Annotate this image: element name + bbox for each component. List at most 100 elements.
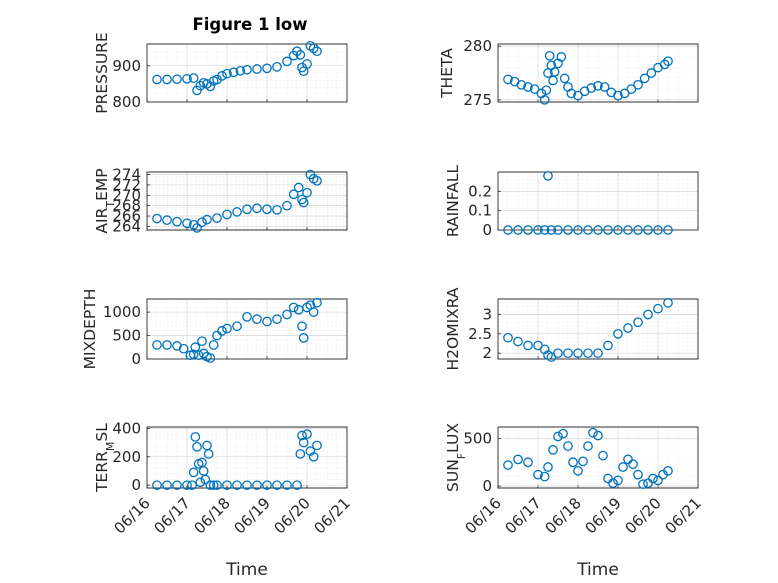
data-point: [298, 197, 309, 208]
data-point: [205, 353, 216, 363]
y-axis-label: H2OMIXRA: [444, 287, 462, 370]
data-point: [593, 225, 603, 235]
x-tick-label: 06/16: [111, 494, 154, 537]
data-point: [543, 171, 553, 181]
data-point: [217, 71, 227, 81]
data-point: [613, 475, 623, 486]
data-point: [288, 189, 299, 200]
data-point: [638, 479, 648, 490]
data-point: [559, 73, 570, 84]
data-point: [619, 88, 630, 99]
y-tick-label: 200: [112, 448, 141, 466]
axes-frame: [146, 171, 348, 231]
data-point: [503, 225, 513, 235]
data-point: [182, 218, 192, 229]
data-point: [568, 457, 578, 468]
y-tick-label: 2.5: [468, 325, 492, 343]
data-point: [623, 225, 633, 235]
y-axis-label: SUNFLUX: [444, 423, 468, 492]
data-point: [198, 348, 209, 359]
data-point: [190, 432, 201, 442]
data-point: [232, 480, 242, 491]
y-tick-label: 0.2: [468, 182, 492, 200]
data-point: [646, 68, 657, 78]
data-point: [272, 314, 282, 325]
y-axis-label: TERRMSL: [93, 423, 117, 493]
data-point: [523, 225, 533, 235]
data-point: [648, 473, 658, 484]
data-point: [208, 480, 219, 491]
data-point: [633, 79, 643, 90]
data-point: [297, 430, 307, 441]
data-point: [626, 84, 637, 94]
data-point: [188, 73, 199, 83]
data-point: [252, 64, 262, 74]
data-point: [262, 204, 272, 215]
data-point: [586, 83, 597, 93]
data-point: [212, 480, 222, 491]
data-point: [573, 465, 583, 476]
data-point: [603, 225, 613, 235]
axes-box: [146, 426, 348, 489]
data-point: [178, 343, 189, 354]
data-point: [162, 215, 172, 226]
y-axis-label: PRESSURE: [93, 32, 111, 114]
data-point: [192, 223, 202, 233]
data-point: [295, 449, 306, 459]
data-point: [513, 225, 523, 235]
data-point: [205, 480, 216, 491]
data-point: [633, 225, 643, 235]
data-point: [182, 480, 192, 491]
data-point: [613, 90, 623, 101]
axes-frame: [146, 43, 348, 103]
data-point: [208, 340, 219, 350]
data-point: [197, 217, 207, 228]
data-point: [262, 63, 272, 74]
data-point: [546, 225, 557, 235]
subplot-terr_msl: 0 200 400TERRMSL06/1606/1706/1806/1906/200…: [93, 419, 354, 580]
data-point: [197, 336, 207, 347]
data-point: [293, 182, 304, 193]
data-point: [563, 441, 573, 451]
data-point: [252, 203, 262, 214]
data-point: [272, 204, 282, 215]
axes-frame: [497, 426, 699, 489]
y-tick-label: 274: [112, 166, 141, 184]
x-tick-label: 06/16: [462, 494, 505, 537]
data-point: [288, 302, 299, 313]
subplot-rainfall: 00.1 0.2 RAINFALL: [444, 164, 699, 239]
data-point: [232, 321, 242, 332]
data-point: [222, 323, 232, 334]
x-tick-label: 06/19: [231, 494, 274, 537]
data-point: [272, 61, 282, 72]
data-point: [172, 480, 182, 491]
data-point: [573, 225, 583, 235]
data-point: [195, 477, 206, 488]
y-tick-label: 500: [463, 429, 492, 447]
data-point: [312, 175, 322, 186]
data-point: [202, 214, 212, 225]
y-axis-label: RAINFALL: [444, 164, 462, 237]
data-point: [162, 74, 172, 85]
data-point: [222, 480, 232, 491]
data-point: [663, 465, 673, 476]
data-point: [593, 348, 603, 359]
y-tick-label: 800: [112, 93, 141, 111]
x-tick-label: 06/20: [271, 494, 314, 537]
data-point: [553, 348, 563, 359]
data-point: [523, 457, 533, 468]
data-point: [593, 81, 603, 91]
data-point: [653, 475, 663, 486]
data-point: [188, 349, 199, 360]
data-point: [308, 307, 319, 317]
data-point: [195, 80, 206, 91]
data-point: [192, 442, 202, 452]
data-point: [242, 311, 252, 322]
data-point: [643, 225, 653, 235]
data-point: [513, 454, 523, 465]
data-point: [633, 317, 643, 328]
y-tick-label: 0: [482, 477, 492, 495]
